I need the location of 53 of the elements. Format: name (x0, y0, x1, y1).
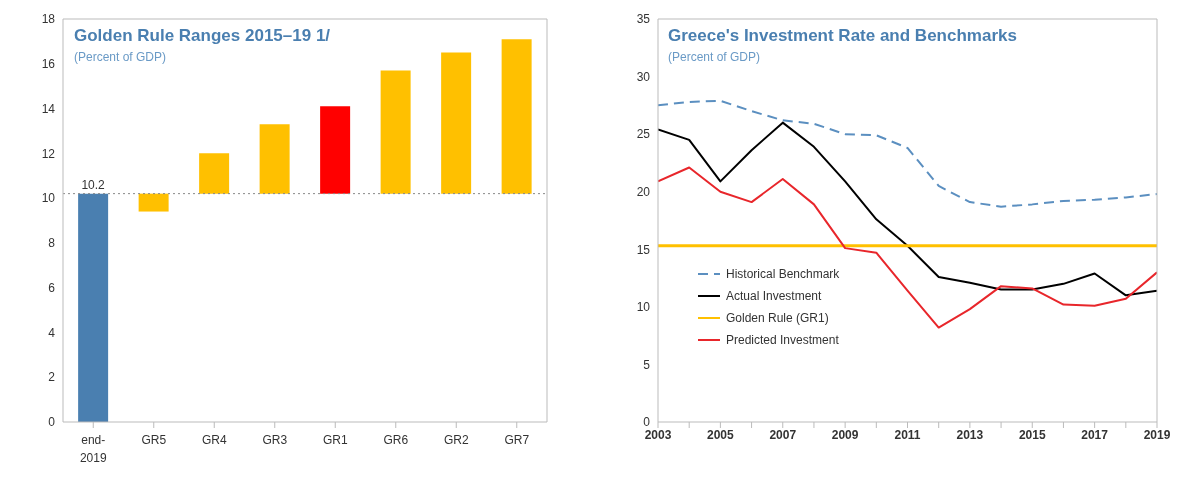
y-tick-label: 12 (41, 146, 56, 161)
line-series (658, 166, 1157, 329)
data-label: 10.2 (81, 177, 106, 192)
y-tick-label: 20 (636, 184, 651, 199)
y-tick-label: 18 (41, 12, 56, 27)
y-tick-label: 16 (41, 57, 56, 72)
chart-title: Golden Rule Ranges 2015–19 1/ (74, 26, 331, 46)
x-tick-label: GR6 (383, 433, 409, 447)
y-tick-label: 4 (48, 325, 56, 340)
y-tick-label: 0 (643, 415, 651, 430)
bar (320, 106, 351, 194)
x-tick-label: GR1 (322, 433, 348, 447)
x-tick-label: GR2 (443, 433, 469, 447)
bar (441, 52, 472, 194)
text: (Percent of GDP) (668, 50, 762, 64)
y-tick-label: 15 (636, 242, 651, 257)
bar (78, 193, 109, 422)
y-tick-label: 6 (48, 280, 56, 295)
legend-label: Predicted Investment (726, 332, 839, 349)
x-tick-label: 2009 (831, 427, 859, 442)
x-tick-label: 2017 (1081, 427, 1109, 442)
y-tick-label: 14 (41, 101, 56, 116)
y-tick-label: 10 (636, 300, 651, 315)
bar (259, 124, 290, 194)
bar (199, 153, 230, 194)
x-tick-label: 2003 (644, 427, 672, 442)
y-tick-label: 35 (636, 12, 651, 27)
x-tick-label: 2005 (707, 427, 735, 442)
bar (501, 39, 532, 194)
x-tick-label: 2007 (769, 427, 797, 442)
chart-title: Greece's Investment Rate and Benchmarks (668, 26, 1017, 46)
x-tick-label: GR4 (201, 433, 227, 447)
y-tick-label: 2 (48, 370, 56, 385)
bar (380, 70, 411, 194)
x-tick-label: GR7 (504, 433, 530, 447)
legend-label: Golden Rule (GR1) (726, 310, 829, 327)
y-tick-label: 10 (41, 191, 56, 206)
x-tick-label: GR3 (262, 433, 288, 447)
x-tick-label: end-2019 (79, 433, 107, 465)
y-tick-label: 25 (636, 127, 651, 142)
x-tick-label: 2013 (956, 427, 984, 442)
y-tick-label: 0 (48, 415, 56, 430)
x-tick-label: 2019 (1143, 427, 1171, 442)
y-tick-label: 8 (48, 236, 56, 251)
bar (138, 193, 169, 212)
text: (Percent of GDP) (74, 50, 168, 64)
legend-label: Historical Benchmark (726, 266, 840, 283)
x-tick-label: GR5 (141, 433, 167, 447)
y-tick-label: 5 (643, 357, 651, 372)
x-tick-label: 2011 (894, 427, 921, 442)
legend-label: Actual Investment (726, 288, 822, 305)
y-tick-label: 30 (636, 69, 651, 84)
x-tick-label: 2015 (1018, 427, 1046, 442)
